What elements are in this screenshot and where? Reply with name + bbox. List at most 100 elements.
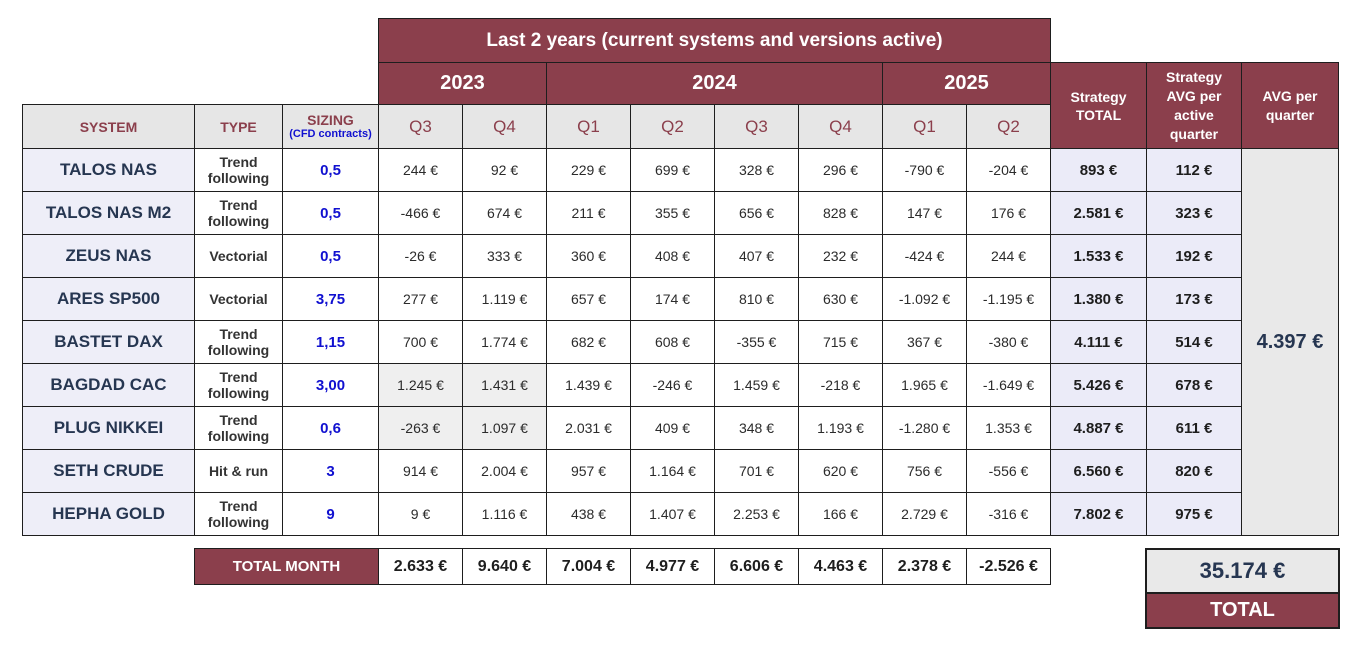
grand-total-value: 35.174 € — [1147, 550, 1338, 594]
column-header-type: TYPE — [194, 104, 283, 149]
strategy-avg-value: 611 € — [1146, 406, 1242, 450]
column-header-quarter: Q2 — [966, 104, 1051, 149]
strategy-avg-value: 173 € — [1146, 277, 1242, 321]
quarter-value: 1.193 € — [798, 406, 883, 450]
quarter-value: -204 € — [966, 148, 1051, 192]
quarter-value: 1.965 € — [882, 363, 967, 407]
quarter-value: 957 € — [546, 449, 631, 493]
quarter-value: 657 € — [546, 277, 631, 321]
quarter-value: 700 € — [378, 320, 463, 364]
system-sizing: 0,6 — [282, 406, 379, 450]
quarter-value: 333 € — [462, 234, 547, 278]
quarter-value: -1.280 € — [882, 406, 967, 450]
quarter-value: 715 € — [798, 320, 883, 364]
quarter-value: 9 € — [378, 492, 463, 536]
year-header-2025: 2025 — [882, 62, 1051, 105]
quarter-value: 176 € — [966, 191, 1051, 235]
system-type: Vectorial — [194, 234, 283, 278]
strategy-avg-value: 975 € — [1146, 492, 1242, 536]
strategy-total-value: 7.802 € — [1050, 492, 1147, 536]
system-type: Trend following — [194, 492, 283, 536]
quarter-value: 2.253 € — [714, 492, 799, 536]
strategy-total-value: 893 € — [1050, 148, 1147, 192]
quarter-value: 1.353 € — [966, 406, 1051, 450]
sizing-label: SIZING — [307, 112, 354, 128]
system-sizing: 9 — [282, 492, 379, 536]
strategy-total-value: 6.560 € — [1050, 449, 1147, 493]
system-name: TALOS NAS — [22, 148, 195, 192]
system-type: Trend following — [194, 406, 283, 450]
quarter-value: 277 € — [378, 277, 463, 321]
strategy-avg-value: 323 € — [1146, 191, 1242, 235]
quarter-value: 656 € — [714, 191, 799, 235]
system-name: TALOS NAS M2 — [22, 191, 195, 235]
quarter-value: -556 € — [966, 449, 1051, 493]
quarter-value: 701 € — [714, 449, 799, 493]
quarter-value: 1.407 € — [630, 492, 715, 536]
quarter-value: 1.774 € — [462, 320, 547, 364]
system-name: ARES SP500 — [22, 277, 195, 321]
column-header-quarter: Q2 — [630, 104, 715, 149]
system-type: Trend following — [194, 363, 283, 407]
quarter-value: 328 € — [714, 148, 799, 192]
system-type: Trend following — [194, 191, 283, 235]
grand-total-box: 35.174 € TOTAL — [1145, 548, 1340, 629]
system-sizing: 0,5 — [282, 234, 379, 278]
system-name: SETH CRUDE — [22, 449, 195, 493]
quarter-value: -316 € — [966, 492, 1051, 536]
quarter-value: -218 € — [798, 363, 883, 407]
column-header-sizing: SIZING (CFD contracts) — [282, 104, 379, 149]
quarter-value: 630 € — [798, 277, 883, 321]
system-type: Vectorial — [194, 277, 283, 321]
quarter-value: -1.092 € — [882, 277, 967, 321]
quarter-value: 756 € — [882, 449, 967, 493]
system-name: BASTET DAX — [22, 320, 195, 364]
system-sizing: 0,5 — [282, 148, 379, 192]
strategy-avg-value: 820 € — [1146, 449, 1242, 493]
strategy-avg-value: 514 € — [1146, 320, 1242, 364]
quarter-value: -26 € — [378, 234, 463, 278]
strategy-total-value: 1.533 € — [1050, 234, 1147, 278]
quarter-value: 1.116 € — [462, 492, 547, 536]
quarter-value: 674 € — [462, 191, 547, 235]
strategy-avg-value: 678 € — [1146, 363, 1242, 407]
quarter-value: -424 € — [882, 234, 967, 278]
quarter-value: -380 € — [966, 320, 1051, 364]
quarter-value: 147 € — [882, 191, 967, 235]
year-header-2023: 2023 — [378, 62, 547, 105]
quarter-value: 1.245 € — [378, 363, 463, 407]
table-title: Last 2 years (current systems and versio… — [378, 18, 1051, 63]
column-header-quarter: Q4 — [798, 104, 883, 149]
grand-total-label: TOTAL — [1147, 594, 1338, 627]
quarter-value: 232 € — [798, 234, 883, 278]
quarter-value: 1.119 € — [462, 277, 547, 321]
quarter-value: 360 € — [546, 234, 631, 278]
quarter-value: 2.004 € — [462, 449, 547, 493]
system-sizing: 3 — [282, 449, 379, 493]
quarter-value: 211 € — [546, 191, 631, 235]
strategy-total-value: 5.426 € — [1050, 363, 1147, 407]
quarter-value: -1.649 € — [966, 363, 1051, 407]
total-month-value: 2.633 € — [378, 548, 463, 585]
quarter-value: 2.031 € — [546, 406, 631, 450]
quarter-value: 174 € — [630, 277, 715, 321]
quarter-value: 2.729 € — [882, 492, 967, 536]
quarter-value: -790 € — [882, 148, 967, 192]
system-type: Trend following — [194, 320, 283, 364]
quarter-value: 244 € — [378, 148, 463, 192]
quarter-value: 810 € — [714, 277, 799, 321]
column-header-quarter: Q3 — [378, 104, 463, 149]
quarter-value: 620 € — [798, 449, 883, 493]
strategy-avg-value: 192 € — [1146, 234, 1242, 278]
total-month-value: 4.463 € — [798, 548, 883, 585]
quarter-value: 699 € — [630, 148, 715, 192]
quarter-value: 407 € — [714, 234, 799, 278]
avg-per-quarter-header: AVG per quarter — [1241, 62, 1339, 149]
quarter-value: 348 € — [714, 406, 799, 450]
system-sizing: 3,75 — [282, 277, 379, 321]
total-month-value: 6.606 € — [714, 548, 799, 585]
avg-per-quarter-value: 4.397 € — [1241, 148, 1339, 536]
quarter-value: 229 € — [546, 148, 631, 192]
quarter-value: 1.439 € — [546, 363, 631, 407]
strategy-avg-value: 112 € — [1146, 148, 1242, 192]
